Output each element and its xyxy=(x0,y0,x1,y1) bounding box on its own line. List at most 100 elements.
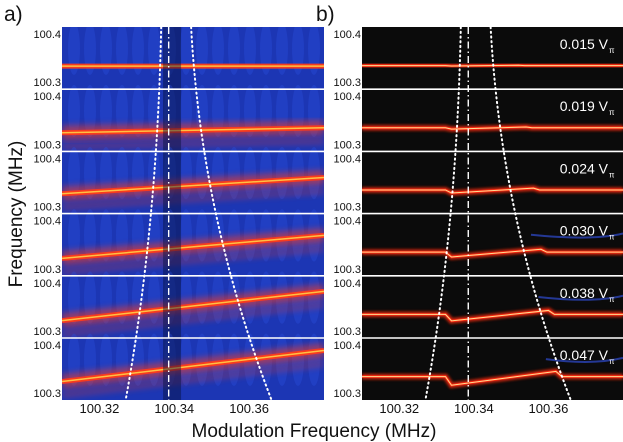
panel-a-dark-band xyxy=(163,27,182,90)
panel-a-sideband xyxy=(62,303,324,337)
y-tick-label: 100.3 xyxy=(333,264,361,276)
panel-a-row xyxy=(62,84,324,152)
panel-a-sideband xyxy=(62,139,324,149)
panel-b-row xyxy=(362,338,623,400)
panel-b-row-background xyxy=(362,89,623,152)
panel-a-dark-band xyxy=(163,338,182,400)
panel-a-fringe xyxy=(196,209,208,262)
panel-b-sideband xyxy=(538,294,623,301)
amplitude-label: 0.024 V xyxy=(560,160,609,176)
y-tick-label: 100.3 xyxy=(33,388,61,400)
y-tick-label: 100.4 xyxy=(33,340,61,352)
amplitude-label-subscript: π xyxy=(609,108,615,117)
panel-b-x-ticks: 100.32 100.34 100.36 xyxy=(379,401,568,416)
panel-a-fringe xyxy=(180,271,192,324)
panel-a-fringe xyxy=(228,209,240,262)
panel-b-row-background xyxy=(362,151,623,214)
panel-a-fringe xyxy=(68,271,80,324)
panel-b-line-core xyxy=(362,309,623,322)
panel-a-fringe xyxy=(84,209,96,262)
panel-b-row-background xyxy=(362,213,623,276)
panel-a-overlay xyxy=(62,27,324,400)
y-tick-label: 100.3 xyxy=(333,139,361,151)
panel-label-b: b) xyxy=(316,3,335,26)
panel-a-dark-band xyxy=(163,89,182,152)
panel-a-fringe xyxy=(308,333,320,386)
panel-a-line-core xyxy=(62,176,324,195)
panel-a-fringe xyxy=(68,84,80,138)
x-tick-label: 100.32 xyxy=(80,401,120,416)
panel-b-row xyxy=(362,27,623,90)
panel-a-x-ticks: 100.32 100.34 100.36 xyxy=(80,401,269,416)
panel-b-row xyxy=(362,151,623,214)
y-tick-label: 100.4 xyxy=(333,340,361,352)
y-tick-label: 100.4 xyxy=(333,153,361,165)
panel-b-row xyxy=(362,275,623,338)
panel-a-row xyxy=(62,147,324,214)
y-tick-label: 100.4 xyxy=(333,29,361,41)
panel-b-row xyxy=(362,89,623,152)
panel-b-overlay xyxy=(362,27,623,400)
panel-b-heatmap xyxy=(362,27,623,400)
x-tick-label: 100.32 xyxy=(379,401,419,416)
panel-a-dark-band xyxy=(163,275,182,338)
y-tick-label: 100.3 xyxy=(333,77,361,89)
x-tick-label: 100.36 xyxy=(529,401,569,416)
panel-b-row-background xyxy=(362,338,623,400)
panel-b-row-background xyxy=(362,275,623,338)
y-tick-label: 100.4 xyxy=(33,153,61,165)
panel-a-fringe xyxy=(228,147,240,200)
panel-a-sideband xyxy=(62,362,324,398)
panel-b-sideband xyxy=(530,232,623,239)
panel-b-row-background xyxy=(362,27,623,90)
amplitude-label: 0.019 V xyxy=(560,98,609,114)
panel-a-y-ticks: 100.4 100.3 100.4 100.3 100.4 100.3 100.4 100.3… xyxy=(33,29,61,400)
y-tick-label: 100.4 xyxy=(333,216,361,228)
panel-a-fringe xyxy=(244,147,256,200)
panel-a-sideband xyxy=(62,247,324,275)
panel-a-fringe xyxy=(132,84,144,138)
panel-a-line-core xyxy=(62,127,324,134)
panel-label-a: a) xyxy=(4,3,23,26)
panel-b-y-ticks: 100.4 100.3 100.4 100.3 100.4 100.3 100.4 100.3… xyxy=(333,29,361,400)
panel-b-sideband xyxy=(545,356,623,363)
y-tick-label: 100.3 xyxy=(33,139,61,151)
y-tick-label: 100.3 xyxy=(333,202,361,214)
panel-a-row xyxy=(62,271,324,338)
panel-a-fringe xyxy=(84,84,96,138)
x-tick-label: 100.36 xyxy=(229,401,269,416)
y-tick-label: 100.3 xyxy=(33,202,61,214)
left-boundary-dotted xyxy=(424,27,462,400)
panel-a-row xyxy=(62,209,324,276)
panel-b-line-core xyxy=(362,248,623,258)
y-tick-label: 100.3 xyxy=(333,326,361,338)
panel-b-row xyxy=(362,213,623,276)
panel-a-heatmap xyxy=(62,27,324,400)
amplitude-label-subscript: π xyxy=(609,357,615,366)
panel-a-dark-band xyxy=(163,151,182,214)
y-tick-label: 100.4 xyxy=(33,216,61,228)
amplitude-label-subscript: π xyxy=(609,46,615,55)
amplitude-label: 0.038 V xyxy=(560,285,609,301)
panel-a-fringe xyxy=(100,84,112,138)
panel-b-line-core xyxy=(362,370,623,386)
y-tick-label: 100.3 xyxy=(33,77,61,89)
panel-b-line-core xyxy=(362,126,623,130)
x-tick-label: 100.34 xyxy=(154,401,194,416)
panel-a-fringe xyxy=(212,209,224,262)
amplitude-label: 0.047 V xyxy=(560,347,609,363)
panel-a-fringe xyxy=(68,209,80,262)
y-tick-label: 100.4 xyxy=(333,91,361,103)
amplitude-label-subscript: π xyxy=(609,233,615,242)
panel-a-line-core xyxy=(62,234,324,260)
left-boundary-dotted xyxy=(124,27,163,400)
panel-a-sideband xyxy=(62,189,324,210)
panel-b-line-core xyxy=(362,64,623,67)
right-boundary-dotted xyxy=(489,27,572,400)
amplitude-label: 0.015 V xyxy=(560,36,609,52)
y-tick-label: 100.3 xyxy=(33,326,61,338)
panel-a-row xyxy=(62,333,324,400)
panel-a-line-core xyxy=(62,349,324,383)
x-tick-label: 100.34 xyxy=(454,401,494,416)
